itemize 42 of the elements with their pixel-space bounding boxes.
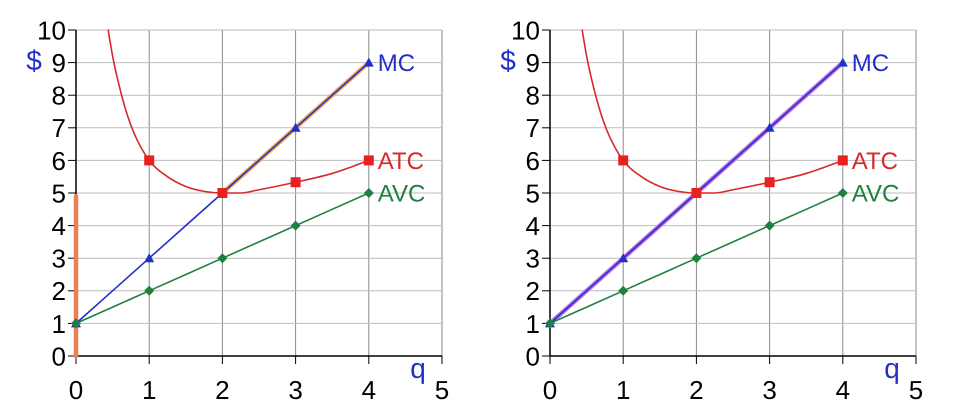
series-label: MC: [852, 50, 890, 77]
x-tick-label: 5: [908, 375, 924, 405]
y-tick-label: 1: [52, 308, 66, 339]
y-tick-label: 3: [52, 244, 66, 274]
y-tick-label: 1: [526, 308, 540, 339]
y-tick-label: 0: [526, 341, 540, 372]
y-tick-label: 8: [526, 80, 540, 111]
x-tick-label: 5: [434, 375, 450, 405]
y-tick-label: 8: [52, 80, 66, 111]
y-axis-title: $: [26, 45, 42, 76]
y-tick-label: 5: [526, 178, 540, 208]
x-axis-title: q: [410, 353, 426, 384]
x-tick-label: 1: [616, 375, 630, 405]
x-axis-title: q: [884, 353, 900, 384]
y-tick-label: 10: [37, 15, 66, 46]
y-tick-label: 6: [526, 146, 540, 176]
series-label: ATC: [378, 148, 424, 175]
x-tick-label: 3: [762, 375, 777, 405]
series-label: AVC: [378, 180, 426, 208]
x-tick-label: 4: [362, 375, 376, 405]
y-tick-label: 2: [52, 276, 66, 306]
y-tick-label: 4: [526, 210, 540, 241]
y-axis-title: $: [500, 45, 516, 76]
x-tick-label: 4: [836, 375, 850, 405]
y-tick-label: 7: [526, 113, 540, 144]
y-tick-label: 6: [52, 146, 66, 176]
x-tick-label: 2: [215, 375, 230, 405]
y-tick-label: 10: [511, 15, 540, 46]
y-tick-label: 5: [52, 178, 66, 208]
x-tick-label: 1: [142, 375, 156, 405]
series-label: AVC: [852, 180, 900, 208]
y-tick-label: 9: [526, 48, 540, 78]
x-tick-label: 2: [689, 375, 704, 405]
y-tick-label: 7: [52, 113, 66, 144]
y-tick-label: 0: [52, 341, 66, 372]
series-label: MC: [378, 50, 416, 77]
series-label: ATC: [852, 148, 898, 175]
y-tick-label: 9: [52, 48, 66, 78]
y-tick-label: 4: [52, 210, 66, 241]
y-tick-label: 3: [526, 244, 540, 274]
y-tick-label: 2: [526, 276, 540, 306]
x-tick-label: 3: [288, 375, 303, 405]
